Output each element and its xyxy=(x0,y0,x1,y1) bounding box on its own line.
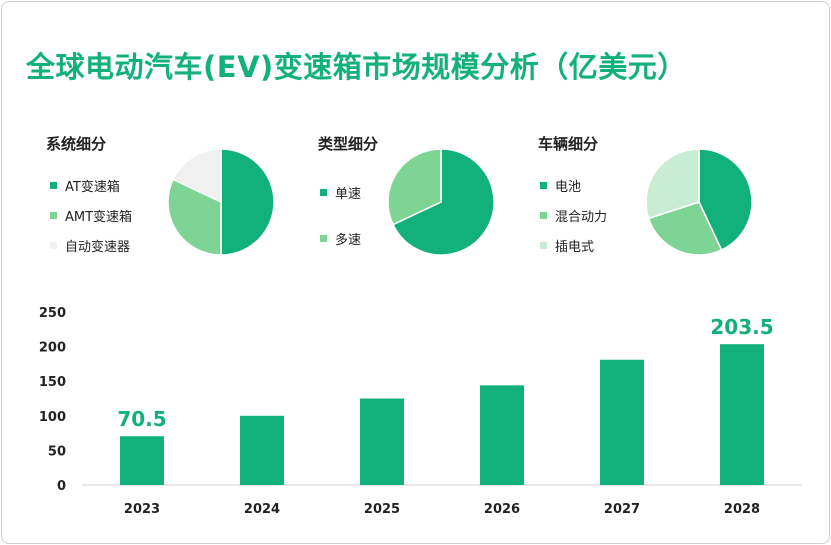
pie-chart-system xyxy=(167,148,275,256)
legend-item-at: AT变速箱 xyxy=(50,176,120,195)
bar-2023 xyxy=(120,436,164,485)
legend-item-plugin: 插电式 xyxy=(540,236,594,255)
bar-2025 xyxy=(360,398,404,485)
bar-2027 xyxy=(600,359,644,485)
page-title: 全球电动汽车(EV)变速箱市场规模分析（亿美元） xyxy=(26,50,687,84)
pie-slice-3 xyxy=(172,148,222,204)
legend-item-single: 单速 xyxy=(320,183,361,202)
x-tick-label: 2023 xyxy=(124,502,160,517)
y-tick-label: 150 xyxy=(39,375,66,390)
legend-swatch xyxy=(540,242,547,249)
pie-slice-2 xyxy=(387,148,442,226)
pie-chart-vehicle xyxy=(645,148,753,256)
legend-label: AT变速箱 xyxy=(65,180,120,195)
x-tick-label: 2026 xyxy=(484,502,520,517)
bar-2024 xyxy=(240,415,284,485)
pie-slice-3 xyxy=(645,148,700,220)
legend-item-auto: 自动变速器 xyxy=(50,236,130,255)
legend-swatch xyxy=(50,242,57,249)
y-tick-label: 200 xyxy=(39,341,66,356)
x-tick-label: 2024 xyxy=(244,502,280,517)
legend-label: 电池 xyxy=(555,180,582,195)
legend-item-hybrid: 混合动力 xyxy=(540,206,607,225)
pie-title-system: 系统细分 xyxy=(46,135,107,153)
pie-slice-1 xyxy=(220,148,275,256)
legend-swatch xyxy=(50,212,57,219)
x-tick-label: 2027 xyxy=(604,502,640,517)
legend-label: 混合动力 xyxy=(555,210,608,225)
legend-swatch xyxy=(320,235,327,242)
legend-item-multi: 多速 xyxy=(320,229,361,248)
legend-swatch xyxy=(320,189,327,196)
legend-label: 多速 xyxy=(335,233,362,248)
x-tick-label: 2028 xyxy=(724,502,760,517)
legend-swatch xyxy=(540,182,547,189)
pie-slice-1 xyxy=(392,148,495,256)
legend-item-amt: AMT变速箱 xyxy=(50,206,132,225)
legend-swatch xyxy=(50,182,57,189)
legend-swatch xyxy=(540,212,547,219)
pie-slice-2 xyxy=(647,201,723,256)
legend-label: AMT变速箱 xyxy=(65,210,133,225)
pie-title-vehicle: 车辆细分 xyxy=(538,135,599,153)
pie-title-type: 类型细分 xyxy=(318,135,379,153)
pie-slice-2 xyxy=(167,178,222,256)
y-tick-label: 0 xyxy=(57,479,66,494)
y-tick-label: 250 xyxy=(39,306,66,321)
pie-slice-1 xyxy=(698,148,753,251)
pie-chart-type xyxy=(387,148,495,256)
y-tick-label: 50 xyxy=(48,444,66,459)
x-tick-label: 2025 xyxy=(364,502,400,517)
legend-label: 单速 xyxy=(335,187,362,202)
legend-label: 自动变速器 xyxy=(65,240,131,255)
legend-item-battery: 电池 xyxy=(540,176,581,195)
data-label-2028: 203.5 xyxy=(710,315,773,339)
bar-2026 xyxy=(480,385,524,485)
y-tick-label: 100 xyxy=(39,410,66,425)
legend-label: 插电式 xyxy=(555,240,595,255)
bar-2028 xyxy=(720,344,764,485)
data-label-2023: 70.5 xyxy=(117,407,166,431)
bar-chart: 0 50 100 150 200 250 2023 70.5 2024 2025 2026 2027 2… xyxy=(39,306,802,517)
